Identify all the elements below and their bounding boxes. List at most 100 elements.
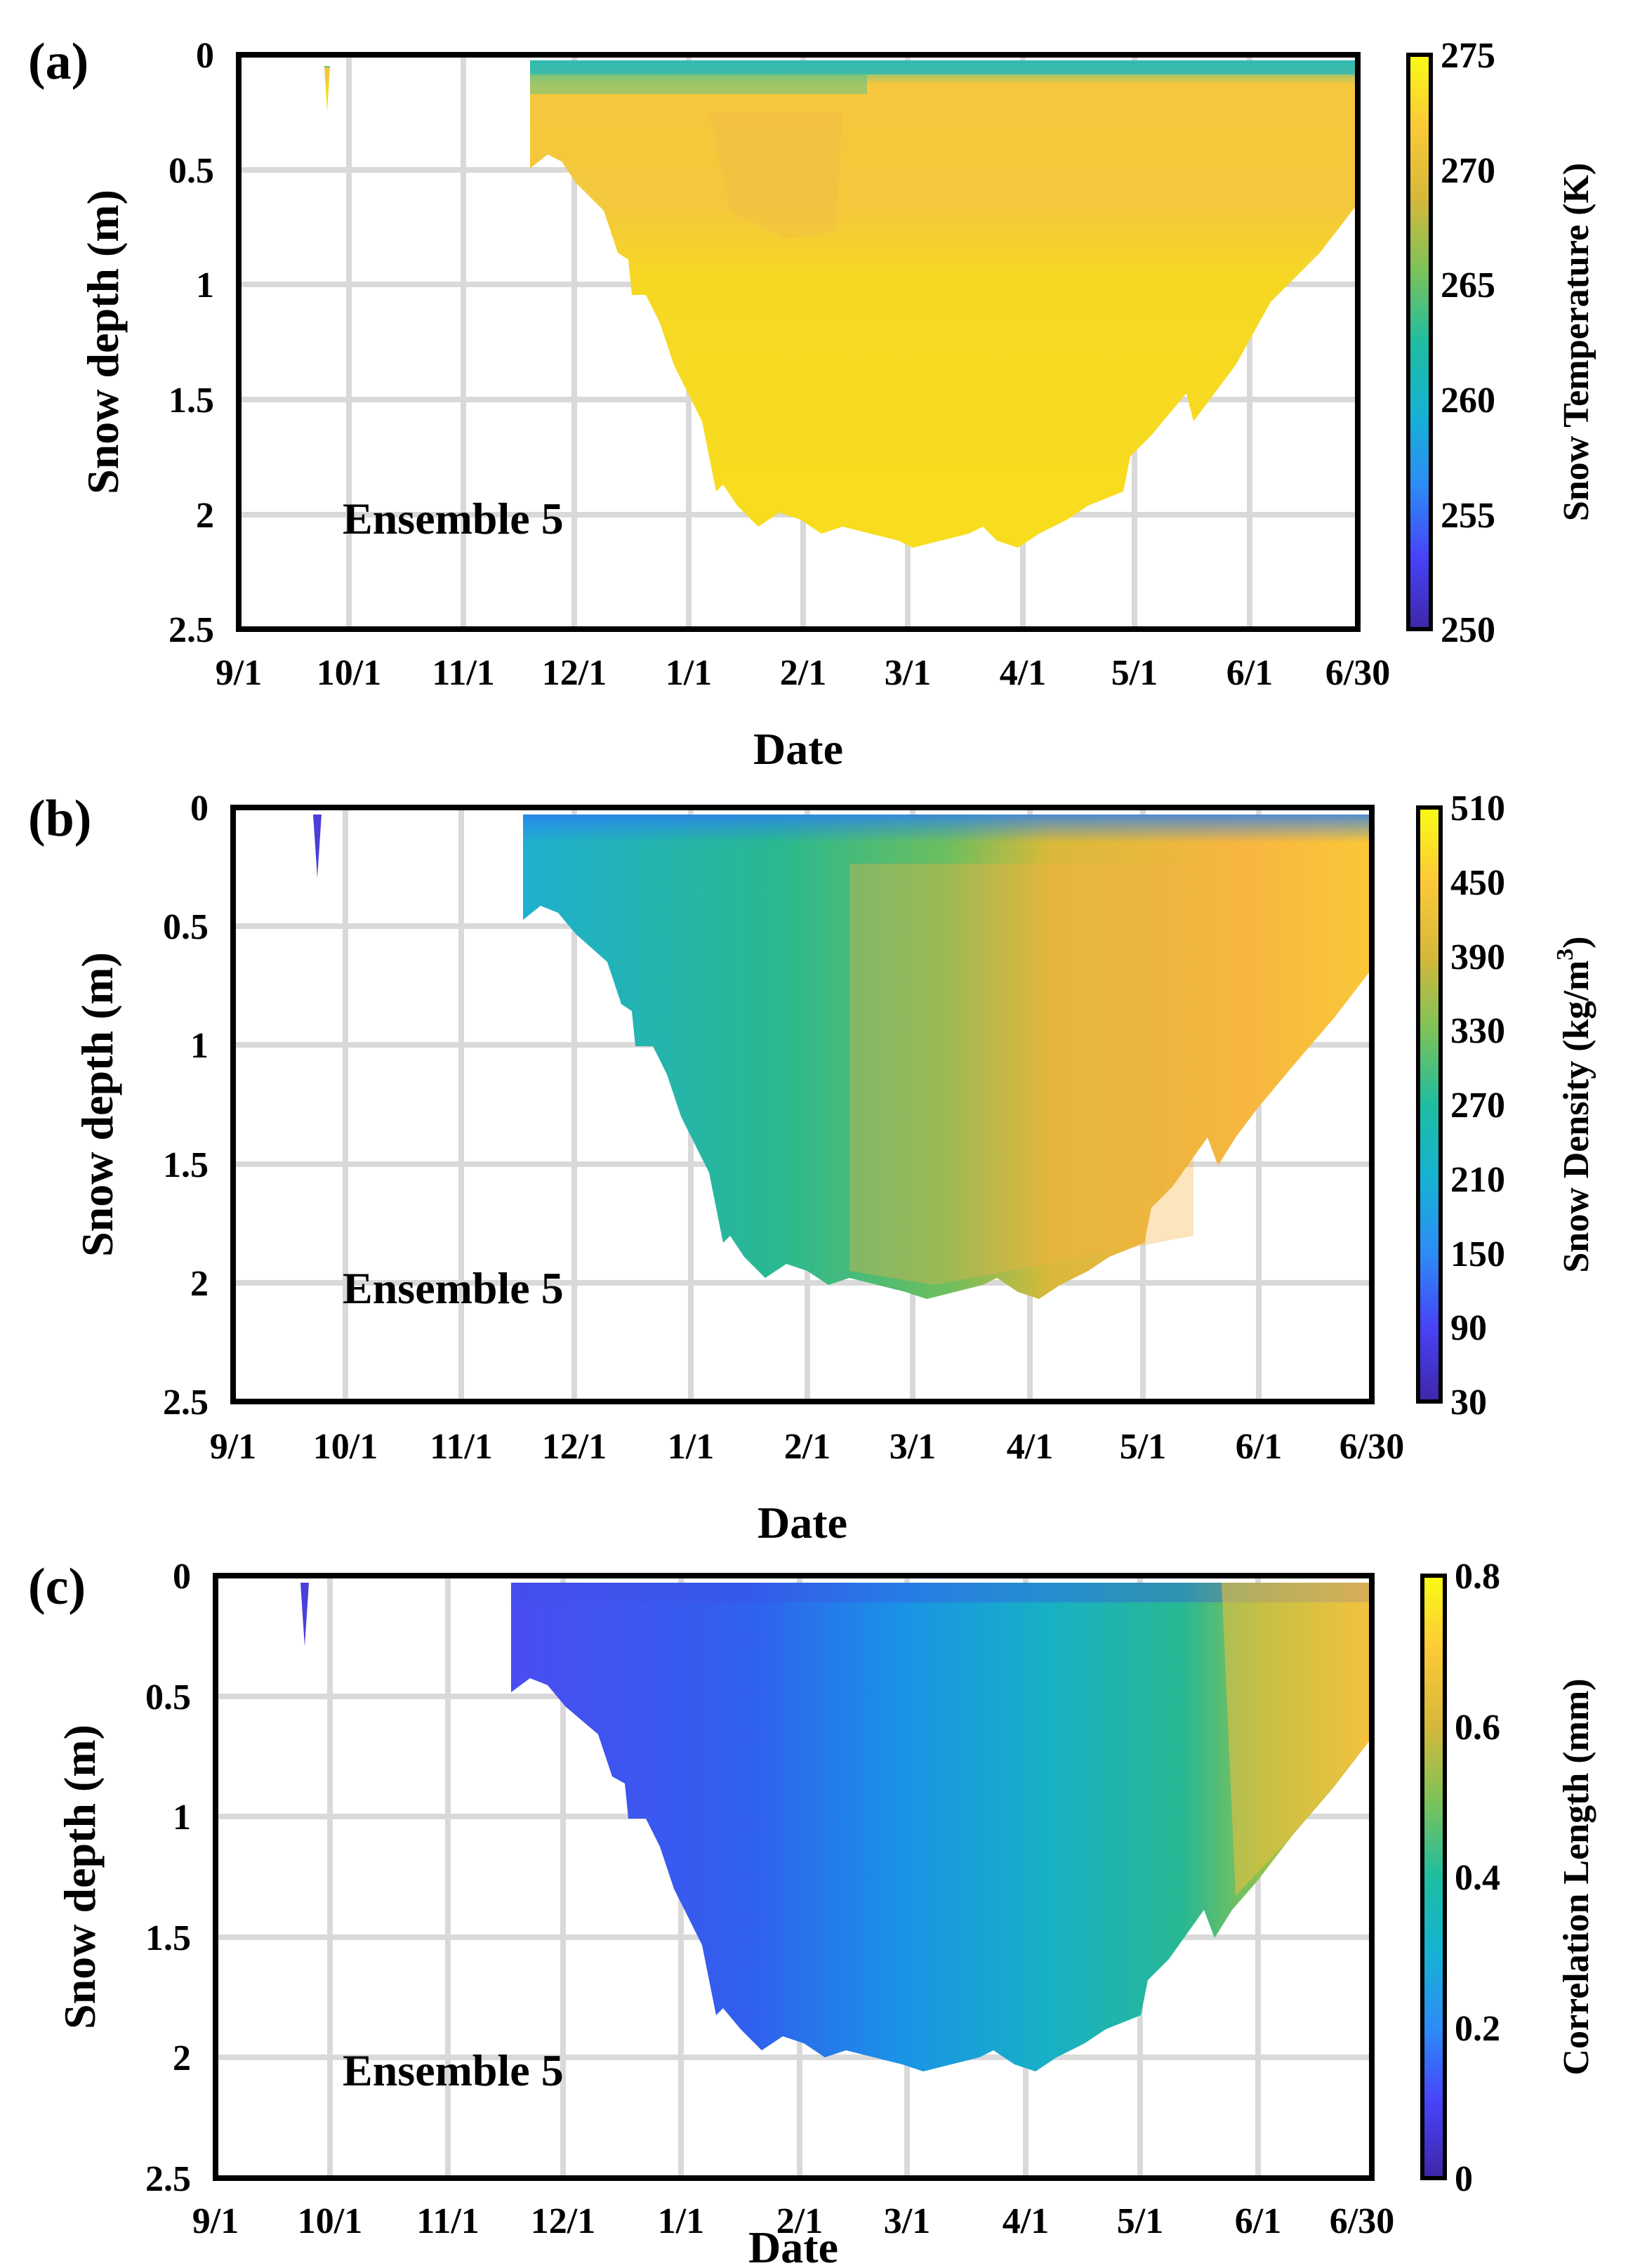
y-tick-label: 1 [196,265,214,305]
panel-a: (a) 0 0.5 1 1.5 2 2.5 [28,33,1596,774]
heatmap-field-b-main [523,815,1372,1299]
x-tick-label: 1/1 [666,653,712,693]
surface-layer-a2 [530,73,867,94]
x-tick-label: 6/30 [1325,653,1390,693]
x-tick-label: 9/1 [192,2201,239,2241]
heatmap-field-b [313,815,322,878]
x-tick-label: 1/1 [668,1427,714,1467]
colorbar-tick-label: 255 [1441,496,1495,536]
x-tick-label: 6/1 [1235,2201,1281,2241]
colorbar-tick-label: 270 [1441,151,1495,191]
late-season-layer-c [1222,1583,1372,1896]
y-tick-label: 0 [173,1557,191,1597]
colorbar-label-b-end: ) [1556,936,1596,948]
colorbar-label-a: Snow Temperature (K) [1556,163,1596,521]
x-tick-label: 4/1 [1007,1427,1053,1467]
x-tick-label: 10/1 [298,2201,362,2241]
y-ticks-a: 0 0.5 1 1.5 2 2.5 [168,36,214,650]
colorbar-tick-label: 510 [1450,789,1505,829]
y-tick-label: 2 [196,496,214,536]
x-tick-label: 1/1 [658,2201,704,2241]
x-tick-label: 6/30 [1340,1427,1404,1467]
x-ticks-b: 9/1 10/1 11/1 12/1 1/1 2/1 3/1 4/1 5/1 6… [210,1427,1404,1467]
colorbar-label-b-sup: 3 [1552,949,1578,961]
colorbar-label-b: Snow Density (kg/m3) [1552,936,1596,1272]
axes-frame-c [213,1573,1375,2181]
y-tick-label: 2.5 [168,610,214,650]
colorbar-tick-label: 150 [1450,1234,1505,1274]
x-tick-label: 3/1 [884,2201,930,2241]
heatmap-field-a [324,66,330,112]
x-tick-label: 9/1 [216,653,262,693]
y-tick-label: 2 [190,1264,209,1304]
x-tick-label: 12/1 [531,2201,595,2241]
y-tick-label: 0.5 [168,151,214,191]
y-tick-label: 0.5 [163,907,209,947]
y-tick-label: 0.5 [145,1677,191,1718]
panel-c: (c) 0 0.5 1 1.5 2 2.5 9/1 10/1 11/1 [28,1557,1596,2268]
ensemble-annotation-b: Ensemble 5 [343,1263,564,1313]
axes-frame-b [230,805,1375,1404]
panel-label-b: (b) [28,790,91,848]
heatmap-field-c [300,1583,309,1647]
colorbar-tick-label: 210 [1450,1160,1505,1200]
x-tick-label: 2/1 [784,1427,831,1467]
colorbar-tick-label: 265 [1441,265,1495,305]
dense-core-b [849,864,1193,1285]
y-axis-label-a: Snow depth (m) [78,190,128,494]
x-axis-label-a: Date [753,724,843,774]
colorbar-tick-label: 275 [1441,36,1495,76]
y-tick-label: 1.5 [145,1918,191,1958]
x-tick-label: 9/1 [210,1427,256,1467]
y-tick-label: 1 [173,1798,191,1838]
x-ticks-c: 9/1 10/1 11/1 12/1 1/1 2/1 3/1 4/1 5/1 6… [192,2201,1394,2241]
x-tick-label: 12/1 [542,653,607,693]
y-tick-label: 0 [190,789,209,829]
ensemble-annotation-c: Ensemble 5 [343,2045,564,2095]
panel-label-c: (c) [28,1558,86,1616]
x-tick-label: 6/30 [1330,2201,1394,2241]
x-tick-label: 4/1 [1003,2201,1049,2241]
x-tick-label: 4/1 [1000,653,1046,693]
y-ticks-b: 0 0.5 1 1.5 2 2.5 [163,789,209,1423]
colorbar-tick-label: 390 [1450,937,1505,977]
colorbar-tick-label: 90 [1450,1308,1487,1348]
x-tick-label: 5/1 [1117,2201,1163,2241]
x-ticks-a: 9/1 10/1 11/1 12/1 1/1 2/1 3/1 4/1 5/1 6… [216,653,1390,693]
warm-core-a [709,112,842,239]
colorbar-tick-label: 250 [1441,610,1495,650]
x-tick-label: 11/1 [416,2201,479,2241]
x-axis-label-c: Date [748,2222,838,2268]
colorbar-a [1406,53,1433,631]
heatmap-field-a-main [530,60,1358,548]
colorbar-tick-label: 450 [1450,863,1505,903]
y-tick-label: 2.5 [145,2159,191,2199]
panel-label-a: (a) [28,33,88,91]
colorbar-b [1416,805,1443,1404]
colorbar-label-c: Correlation Length (mm) [1556,1678,1596,2075]
colorbar-ticks-a: 275 270 265 260 255 250 [1441,36,1495,650]
x-tick-label: 5/1 [1111,653,1158,693]
y-tick-label: 1 [190,1026,209,1066]
x-tick-label: 6/1 [1226,653,1273,693]
colorbar-tick-label: 330 [1450,1011,1505,1051]
x-tick-label: 6/1 [1236,1427,1282,1467]
surface-layer-b [523,815,1372,843]
x-tick-label: 2/1 [780,653,826,693]
colorbar-tick-label: 0.4 [1455,1858,1500,1898]
heatmap-field-c-main [511,1583,1372,2071]
x-tick-label: 11/1 [432,653,495,693]
panel-b: (b) 0 0.5 1 1.5 2 2.5 9/1 10/1 11/1 [28,789,1596,1548]
colorbar-c [1420,1574,1447,2180]
colorbar-tick-label: 270 [1450,1086,1505,1126]
ensemble-annotation-a: Ensemble 5 [343,494,564,543]
y-tick-label: 2.5 [163,1383,209,1423]
x-tick-label: 10/1 [317,653,381,693]
axes-frame-a [236,52,1361,632]
surface-layer-a [530,60,1358,74]
y-tick-label: 2 [173,2038,191,2078]
y-tick-label: 0 [196,36,214,76]
y-axis-label-c: Snow depth (m) [55,1725,105,2029]
x-tick-label: 3/1 [889,1427,936,1467]
